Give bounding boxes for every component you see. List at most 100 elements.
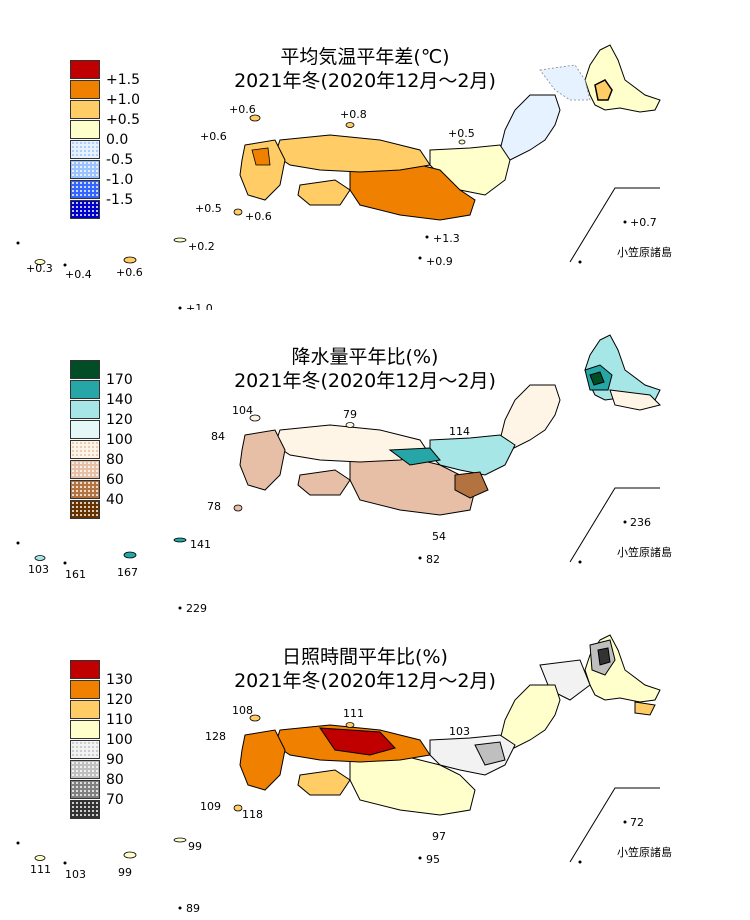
- island-daito: [178, 606, 182, 610]
- anno: 103: [28, 563, 49, 576]
- island-yonaguni: [16, 541, 20, 545]
- legend-label: 120: [106, 692, 133, 708]
- legend-label: 80: [106, 772, 124, 788]
- anno: +0.6: [245, 210, 272, 223]
- tohoku: [499, 94, 561, 161]
- anno: 104: [232, 404, 253, 417]
- legend-label: 60: [106, 472, 124, 488]
- island-miyako: [63, 263, 67, 267]
- honshu-north-dim: [474, 741, 506, 766]
- legend-label: 40: [106, 492, 124, 508]
- legend-swatch: [70, 160, 100, 179]
- island-miyako: [63, 861, 67, 865]
- legend-label: 110: [106, 712, 133, 728]
- japan-map-sunshine: 108 111 128 103 109 118 97 95 111 103 99…: [16, 634, 672, 915]
- ogasawara-label: 小笠原諸島: [617, 545, 672, 559]
- island-tsushima: [249, 114, 261, 122]
- ogasawara-label: 小笠原諸島: [617, 245, 672, 259]
- anno: +0.6: [116, 266, 143, 279]
- title-line2: 2021年冬(2020年12月～2月): [234, 70, 496, 92]
- anno: 54: [432, 530, 446, 543]
- panel-precipitation: 降水量平年比(%) 2021年冬(2020年12月～2月) 170 140 12…: [0, 310, 750, 620]
- island-yonaguni: [16, 841, 20, 845]
- island-aogashima: [418, 856, 422, 860]
- island-daito: [178, 306, 182, 310]
- anno: +0.3: [26, 262, 53, 275]
- kyushu: [239, 729, 286, 791]
- legend-swatch: [70, 780, 100, 799]
- legend-swatch: [70, 500, 100, 519]
- tohoku: [499, 384, 561, 451]
- anno: +0.5: [195, 202, 222, 215]
- japan-map-temperature: +0.6 +0.8 +0.6 +0.5 +0.5 +0.6 +0.2 +1.3 …: [16, 44, 672, 310]
- island-chichijima: [623, 220, 627, 224]
- legend-swatch: [70, 700, 100, 719]
- legend-swatch: [70, 140, 100, 159]
- legend-swatch: [70, 80, 100, 99]
- anno: 236: [630, 516, 651, 529]
- title-line1: 平均気温平年差(℃): [280, 46, 450, 68]
- title-line2: 2021年冬(2020年12月～2月): [234, 670, 496, 692]
- legend-label: 0.0: [106, 132, 129, 148]
- legend-label: 100: [106, 432, 133, 448]
- island-amami: [173, 237, 187, 243]
- panel-temperature: 平均気温平年差(℃) 2021年冬(2020年12月～2月) +1.5 +1.0…: [0, 0, 750, 310]
- anno: 79: [343, 408, 357, 421]
- panel-title: 日照時間平年比(%) 2021年冬(2020年12月～2月): [220, 645, 510, 693]
- legend-swatch: [70, 440, 100, 459]
- anno: 103: [65, 868, 86, 881]
- anno: 118: [242, 808, 263, 821]
- kyushu: [239, 139, 286, 201]
- title-line1: 降水量平年比(%): [291, 346, 439, 368]
- island-miyako: [63, 561, 67, 565]
- island-yonaguni: [16, 241, 20, 245]
- anno: 109: [200, 800, 221, 813]
- kyushu-warm: [251, 147, 271, 166]
- island-goto: [233, 504, 243, 512]
- legend-label: +1.0: [106, 92, 140, 108]
- island-hachijo: [425, 235, 429, 239]
- anno: 114: [449, 425, 470, 438]
- shikoku: [297, 179, 351, 206]
- island-chichijima: [623, 520, 627, 524]
- ogasawara-inset-frame: [569, 187, 660, 263]
- island-iwo: [578, 260, 582, 264]
- island-yaeyama: [34, 555, 46, 561]
- anno: +0.6: [200, 130, 227, 143]
- honshu-west-sunniest: [319, 727, 396, 756]
- legend-label: -1.0: [106, 172, 134, 188]
- anno: 161: [65, 568, 86, 581]
- legend-swatch: [70, 400, 100, 419]
- anno: 103: [449, 725, 470, 738]
- anno: +0.6: [229, 103, 256, 116]
- anno: +0.5: [448, 127, 475, 140]
- anno: 89: [186, 902, 200, 915]
- anno: +0.8: [340, 108, 367, 121]
- anno: 99: [118, 866, 132, 879]
- sanin-wet: [388, 447, 441, 466]
- legend-swatch: [70, 680, 100, 699]
- legend-swatch: [70, 200, 100, 219]
- anno: +0.4: [65, 268, 92, 281]
- island-oki: [345, 422, 355, 428]
- honshu-central-dry: [454, 471, 489, 499]
- panel-title: 平均気温平年差(℃) 2021年冬(2020年12月～2月): [220, 45, 510, 93]
- anno: 128: [205, 730, 226, 743]
- island-daito: [178, 906, 182, 910]
- legend-swatch: [70, 180, 100, 199]
- anno: +0.9: [426, 255, 453, 268]
- legend-swatch: [70, 360, 100, 379]
- island-goto: [233, 208, 243, 216]
- anno: 108: [232, 704, 253, 717]
- anno: +1.3: [433, 232, 460, 245]
- legend-swatch: [70, 60, 100, 79]
- anno: +1.0: [186, 302, 213, 310]
- honshu-central: [349, 159, 476, 221]
- legend-label: -0.5: [106, 152, 134, 168]
- legend-swatch: [70, 420, 100, 439]
- hokkaido-cool: [539, 64, 591, 101]
- island-amami: [173, 537, 187, 543]
- hokkaido: [584, 44, 661, 113]
- ogasawara-inset-frame: [569, 487, 660, 563]
- tohoku: [499, 684, 561, 751]
